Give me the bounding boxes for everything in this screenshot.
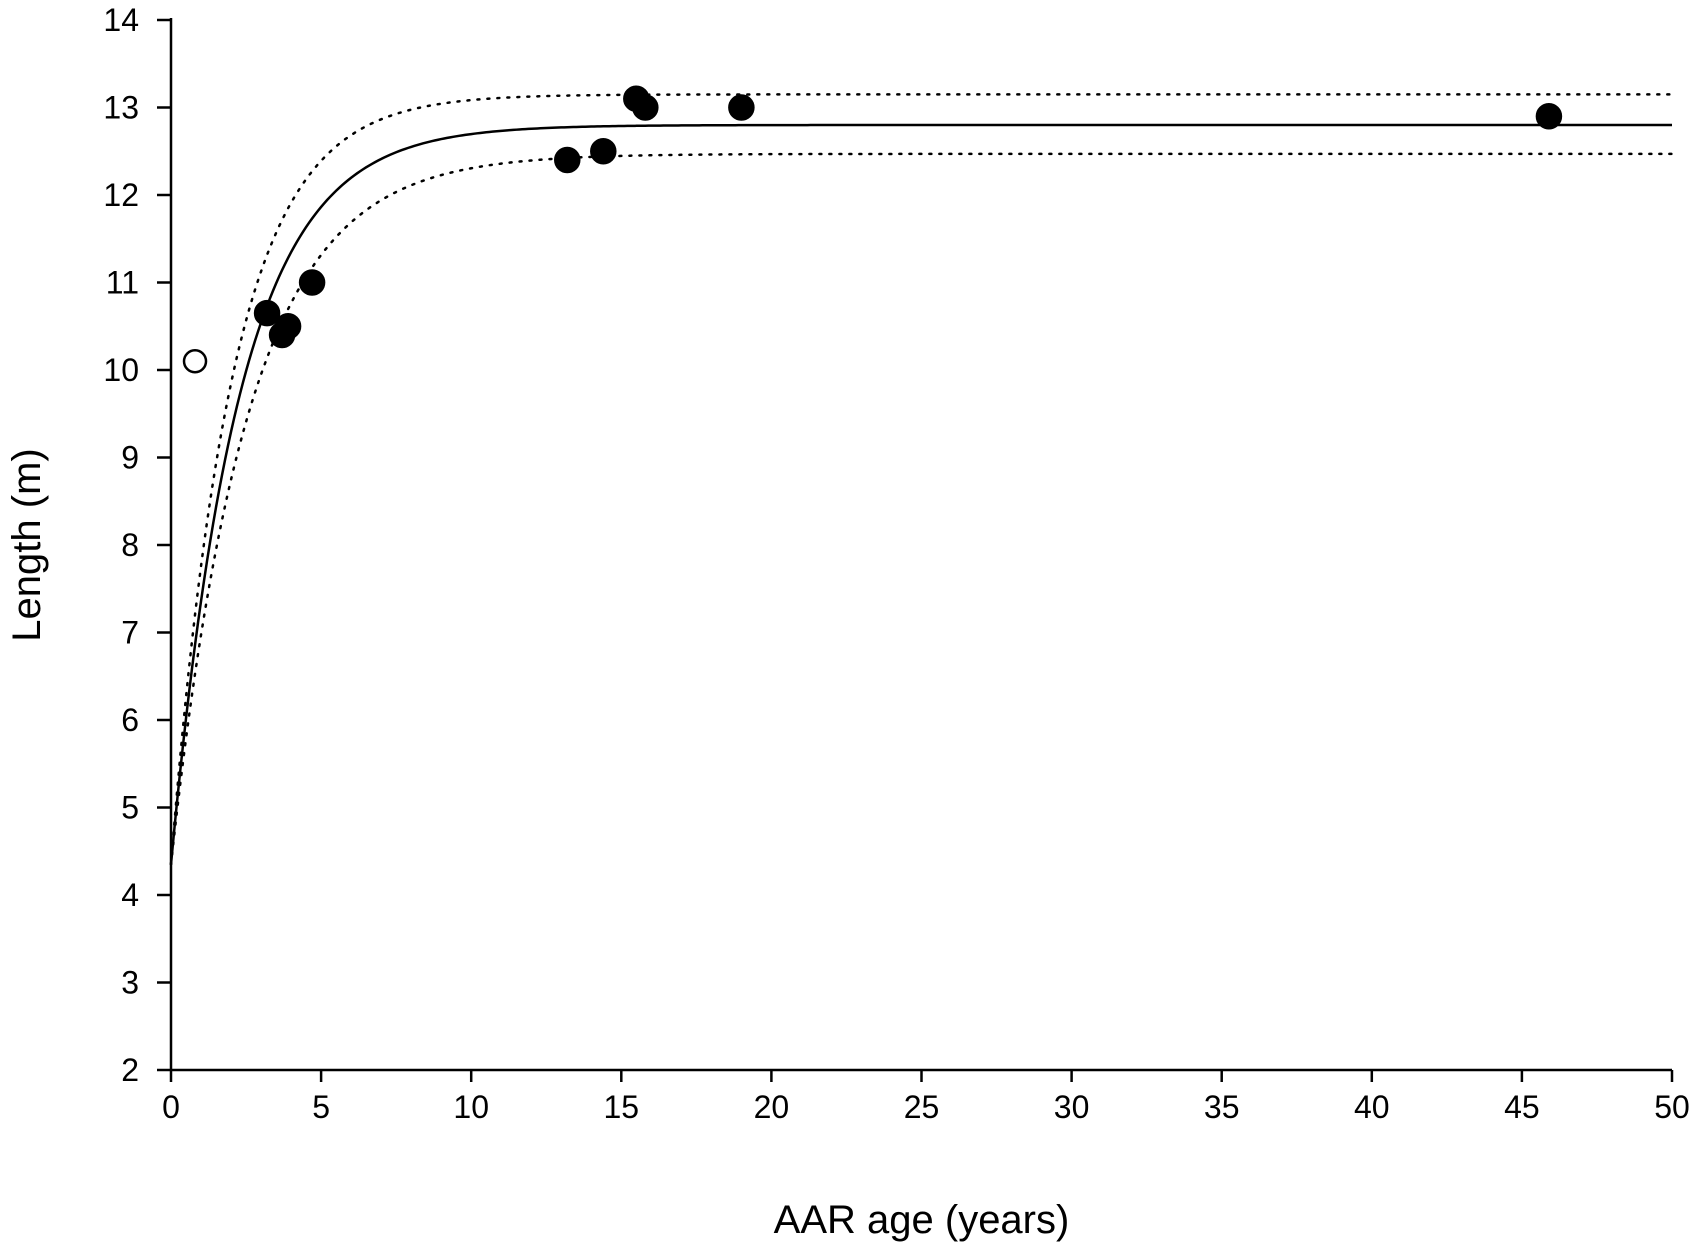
fitted-curves bbox=[169, 93, 1674, 866]
data-point-filled bbox=[590, 138, 617, 165]
y-tick-label: 2 bbox=[121, 1052, 139, 1088]
data-point-filled bbox=[1535, 103, 1563, 130]
upper-confidence-line bbox=[169, 93, 1674, 866]
data-point-filled bbox=[298, 269, 326, 296]
data-points bbox=[182, 85, 1563, 374]
data-point-filled bbox=[728, 94, 755, 121]
y-tick-label: 6 bbox=[121, 702, 139, 738]
x-tick-label: 40 bbox=[1354, 1089, 1390, 1125]
y-tick-label: 7 bbox=[121, 615, 139, 651]
data-point-filled bbox=[253, 299, 281, 327]
y-tick-label: 11 bbox=[106, 265, 139, 301]
y-tick-label: 3 bbox=[121, 965, 139, 1001]
x-tick-label: 30 bbox=[1054, 1089, 1090, 1125]
x-tick-label: 35 bbox=[1204, 1089, 1240, 1125]
x-tick-label: 5 bbox=[312, 1089, 330, 1125]
y-tick-label: 12 bbox=[103, 177, 139, 213]
data-point-filled bbox=[632, 94, 659, 121]
y-tick-label: 14 bbox=[103, 2, 139, 38]
y-tick-label: 4 bbox=[121, 877, 139, 913]
y-tick-label: 5 bbox=[121, 790, 139, 826]
x-axis-title: AAR age (years) bbox=[774, 1198, 1070, 1242]
lower-confidence-line bbox=[169, 152, 1674, 866]
x-tick-label: 10 bbox=[453, 1089, 489, 1125]
x-tick-label: 50 bbox=[1654, 1089, 1690, 1125]
data-point-filled bbox=[274, 313, 302, 340]
fitted-growth-curve bbox=[169, 123, 1672, 865]
x-tick-label: 45 bbox=[1504, 1089, 1540, 1125]
x-tick-label: 15 bbox=[604, 1089, 640, 1125]
x-tick-label: 20 bbox=[754, 1089, 790, 1125]
y-tick-label: 10 bbox=[103, 352, 139, 388]
x-tick-label: 0 bbox=[162, 1089, 180, 1125]
data-point-filled bbox=[554, 146, 581, 174]
y-tick-label: 9 bbox=[121, 440, 139, 476]
y-axis-title: Length (m) bbox=[5, 448, 49, 641]
x-tick-label: 25 bbox=[904, 1089, 940, 1125]
data-point-open bbox=[182, 349, 208, 374]
y-tick-label: 13 bbox=[103, 90, 139, 126]
y-tick-label: 8 bbox=[121, 527, 139, 563]
